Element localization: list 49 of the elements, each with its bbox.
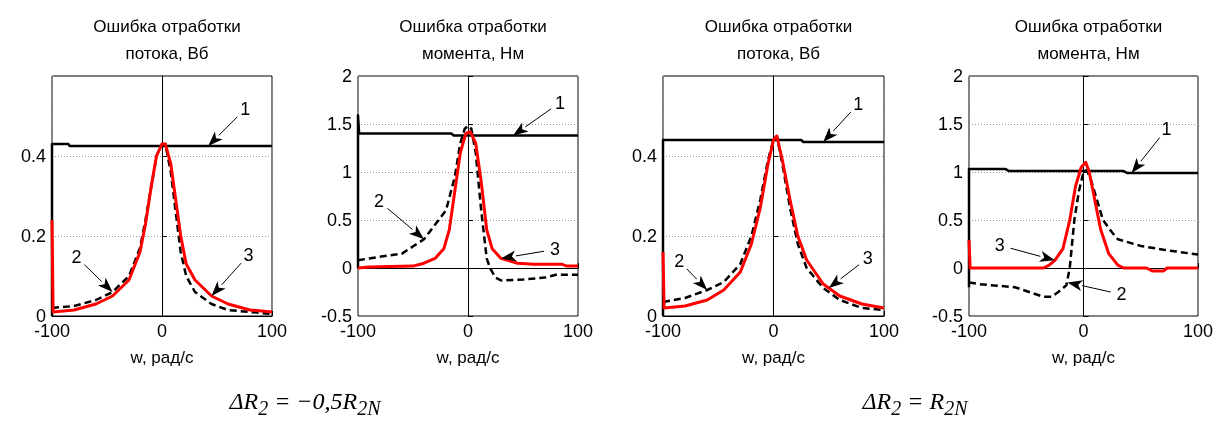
annotation: 1 xyxy=(240,99,251,119)
y-tick-label: 1 xyxy=(341,162,352,182)
x-tick-label: 100 xyxy=(1182,321,1214,341)
line-series xyxy=(967,160,1200,273)
x-tick-label: 100 xyxy=(256,321,288,341)
x-tick-label: 100 xyxy=(868,321,900,341)
y-tick-label: 0.2 xyxy=(20,226,46,246)
annotation: 3 xyxy=(994,235,1005,256)
y-tick-label: 0.4 xyxy=(631,146,657,166)
x-tick-label: -100 xyxy=(33,321,71,341)
x-axis-title: w, рад/с xyxy=(129,348,194,367)
annotation: 3 xyxy=(549,239,561,260)
chart-title: Ошибка отработки потока, Вб xyxy=(704,17,853,63)
annotation: 1 xyxy=(555,92,566,113)
annotation: 3 xyxy=(243,245,254,265)
y-tick-label: 0.5 xyxy=(326,210,352,230)
x-tick-label: 0 xyxy=(768,321,779,341)
annotation: 2 xyxy=(674,251,685,271)
x-axis-title: w, рад/с xyxy=(741,348,806,367)
chart-title: Ошибка отработки момента, Нм xyxy=(399,17,547,63)
annotation: 1 xyxy=(1161,118,1172,139)
x-tick-label: 0 xyxy=(1078,321,1089,341)
y-tick-label: 1 xyxy=(952,162,963,182)
annotation: 2 xyxy=(373,191,385,212)
x-tick-label: 0 xyxy=(156,321,168,341)
y-tick-label: 2 xyxy=(341,66,352,86)
y-tick-label: 0 xyxy=(952,258,963,278)
x-tick-label: -100 xyxy=(339,321,377,341)
y-tick-label: 0.5 xyxy=(937,210,963,230)
annotation: 2 xyxy=(71,247,82,267)
chart-title: Ошибка отработки потока, Вб xyxy=(93,17,241,63)
x-tick-label: -100 xyxy=(950,321,988,341)
annotation: 1 xyxy=(853,94,864,114)
y-tick-label: 0.2 xyxy=(631,226,657,246)
x-axis-title: w, рад/с xyxy=(1051,348,1116,367)
y-tick-label: 2 xyxy=(952,66,963,86)
x-tick-label: 0 xyxy=(462,321,474,341)
y-tick-label: 0 xyxy=(341,258,352,278)
text: ΔR$_{2}$ = −0,5R$_{2N}$ xyxy=(229,388,381,420)
x-tick-label: 100 xyxy=(562,321,594,341)
x-tick-label: -100 xyxy=(644,321,682,341)
y-tick-label: 0.4 xyxy=(20,146,46,166)
annotation: 3 xyxy=(862,248,873,268)
annotation: 2 xyxy=(1116,284,1127,305)
chart-title: Ошибка отработки момента, Нм xyxy=(1014,17,1163,63)
text: ΔR$_{2}$ = R$_{2N}$ xyxy=(862,388,968,420)
y-tick-label: 1.5 xyxy=(326,114,352,134)
y-tick-label: 1.5 xyxy=(937,114,963,134)
x-axis-title: w, рад/с xyxy=(435,348,500,367)
